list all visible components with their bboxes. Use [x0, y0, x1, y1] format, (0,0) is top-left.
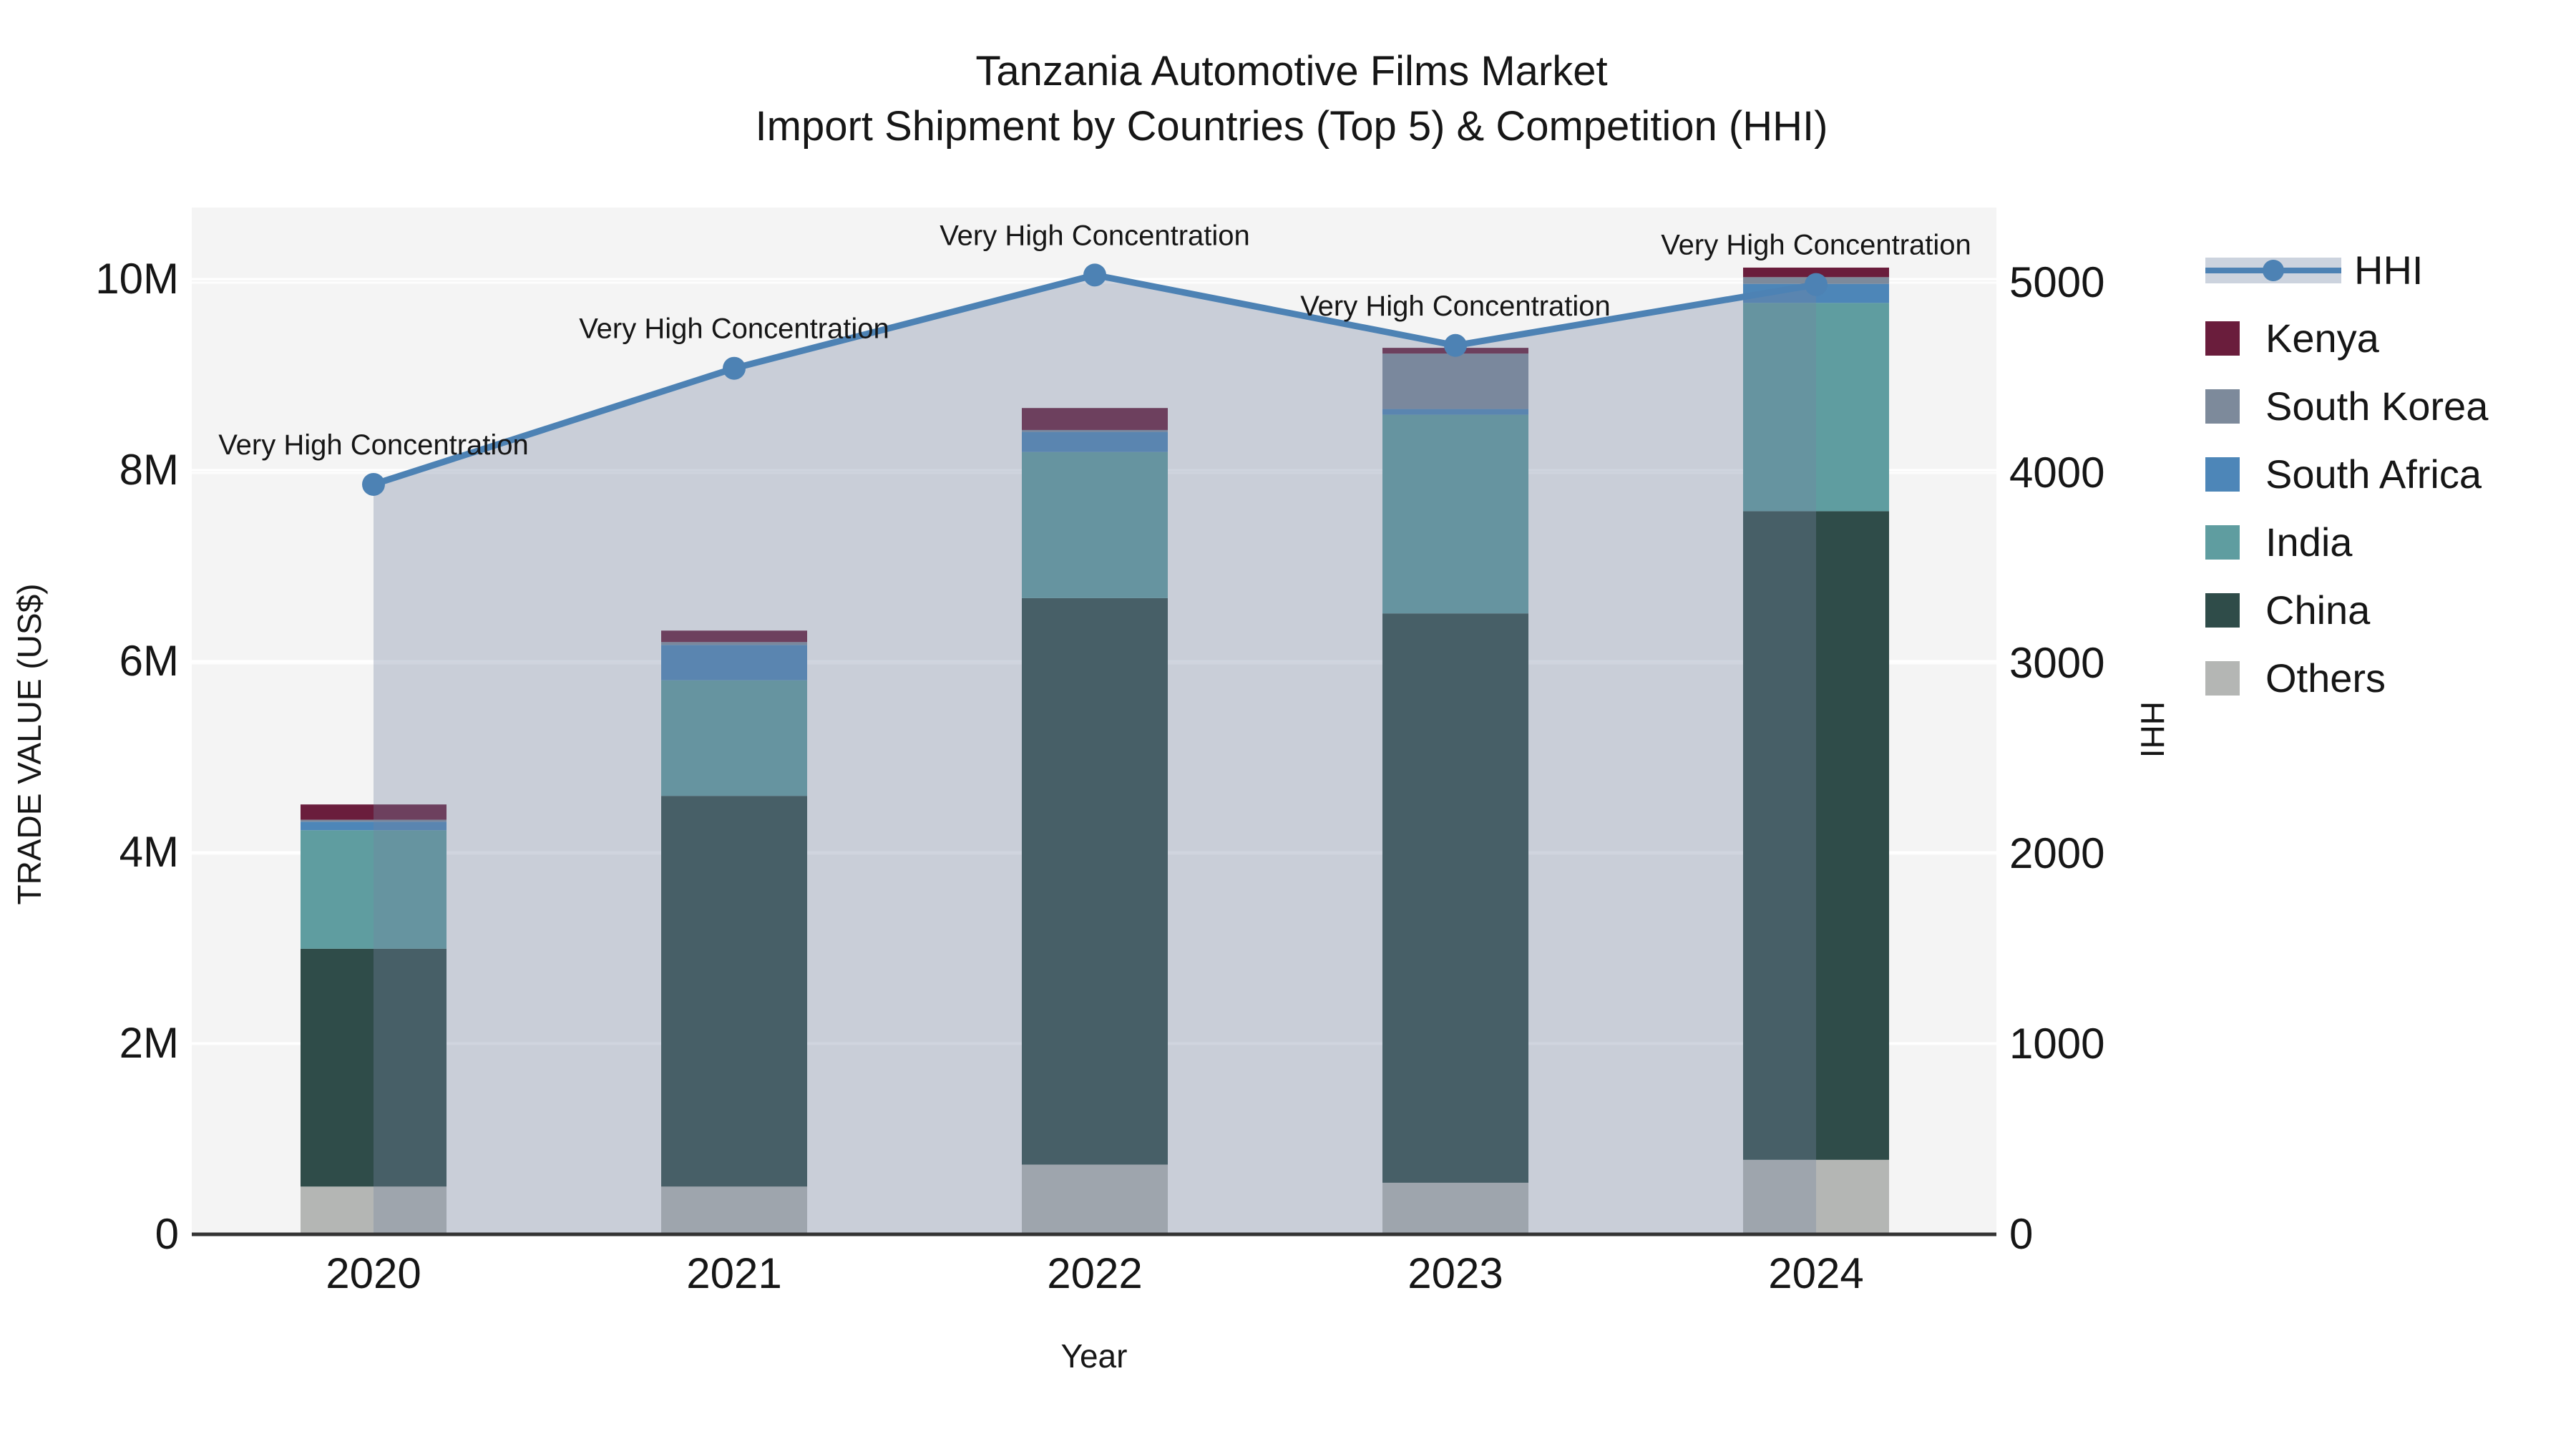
bar-segment-china	[1022, 597, 1168, 1165]
bar-segment-india	[1743, 303, 1889, 512]
legend-item-south-korea: South Korea	[2205, 372, 2488, 440]
annotation-label: Very High Concentration	[1300, 291, 1611, 322]
legend-swatch-icon	[2205, 389, 2240, 424]
y-left-tick-label: 0	[155, 1210, 179, 1258]
chart-legend: HHI Kenya South Korea South Africa India Chin…	[2205, 236, 2488, 712]
bar-segment-china	[1743, 511, 1889, 1160]
bar-segment-india	[1022, 452, 1168, 598]
legend-label: Others	[2265, 655, 2386, 701]
hhi-line-icon	[2205, 256, 2341, 285]
y-left-tick-label: 2M	[119, 1019, 179, 1067]
annotation-label: Very High Concentration	[1661, 230, 1971, 261]
bar-segment-india	[1382, 414, 1528, 614]
chart-title-line2: Import Shipment by Countries (Top 5) & C…	[755, 102, 1828, 150]
y-right-tick-label: 5000	[2009, 258, 2104, 306]
annotation-label: Very High Concentration	[579, 313, 889, 345]
legend-swatch-icon	[2205, 660, 2240, 696]
chart-title-line1: Tanzania Automotive Films Market	[975, 48, 1608, 94]
annotation-label: Very High Concentration	[940, 220, 1250, 251]
bar-segment-china	[1382, 613, 1528, 1183]
bar-segment-china	[661, 796, 807, 1187]
bar-segment-others	[1382, 1182, 1528, 1234]
hhi-marker	[723, 356, 746, 380]
bar-segment-south-africa	[301, 821, 447, 831]
bar-segment-others	[1022, 1164, 1168, 1234]
annotation-label: Very High Concentration	[218, 429, 529, 461]
legend-label: South Africa	[2265, 452, 2482, 497]
bar-segment-south-korea	[1022, 429, 1168, 432]
legend-item-kenya: Kenya	[2205, 304, 2488, 372]
bar-segment-kenya	[1743, 267, 1889, 278]
y-right-tick-label: 4000	[2009, 449, 2104, 497]
y-right-tick-label: 0	[2009, 1210, 2033, 1258]
hhi-marker	[1444, 333, 1467, 357]
legend-item-china: China	[2205, 576, 2488, 644]
bar-segment-south-africa	[1382, 409, 1528, 415]
x-tick-label: 2021	[686, 1249, 781, 1297]
legend-label: China	[2265, 587, 2371, 633]
y-left-tick-label: 10M	[95, 255, 179, 303]
legend-swatch-icon	[2205, 457, 2240, 492]
y-right-tick-label: 3000	[2009, 639, 2104, 687]
y-right-tick-label: 2000	[2009, 829, 2104, 877]
hhi-marker	[362, 472, 385, 496]
legend-item-south-africa: South Africa	[2205, 440, 2488, 508]
legend-swatch-icon	[2205, 321, 2240, 356]
legend-item-hhi: HHI	[2205, 236, 2488, 304]
bar-segment-china	[301, 948, 447, 1187]
y-left-tick-label: 4M	[119, 828, 179, 876]
bar-segment-kenya	[1022, 408, 1168, 430]
y-axis-right-title: HHI	[2134, 701, 2171, 758]
legend-swatch-icon	[2205, 525, 2240, 560]
bar-segment-others	[301, 1186, 447, 1234]
hhi-marker	[1805, 273, 1828, 296]
x-axis-title: Year	[1060, 1337, 1128, 1375]
y-left-tick-label: 6M	[119, 637, 179, 685]
hhi-marker	[1083, 263, 1106, 287]
legend-item-india: India	[2205, 508, 2488, 576]
chart-title: Tanzania Automotive Films Market Import …	[0, 44, 2576, 154]
bar-segment-india	[301, 830, 447, 949]
bar-segment-kenya	[301, 804, 447, 820]
legend-label: India	[2265, 519, 2353, 565]
legend-label: HHI	[2354, 248, 2424, 293]
legend-swatch-icon	[2205, 592, 2240, 628]
bar-segment-kenya	[661, 630, 807, 643]
bar-segment-south-africa	[1022, 431, 1168, 452]
x-tick-label: 2023	[1407, 1249, 1503, 1297]
y-right-tick-label: 1000	[2009, 1020, 2104, 1068]
bar-segment-others	[661, 1186, 807, 1234]
x-tick-label: 2022	[1047, 1249, 1142, 1297]
x-tick-label: 2020	[326, 1249, 421, 1297]
legend-label: South Korea	[2265, 384, 2489, 429]
bar-segment-india	[661, 680, 807, 796]
bar-segment-south-africa	[661, 645, 807, 680]
legend-label: Kenya	[2265, 316, 2379, 361]
bar-segment-others	[1743, 1159, 1889, 1234]
bar-segment-south-korea	[301, 819, 447, 822]
x-tick-label: 2024	[1768, 1249, 1863, 1297]
bar-segment-south-korea	[661, 642, 807, 645]
legend-item-others: Others	[2205, 644, 2488, 712]
hhi-area-fill	[374, 275, 1816, 1234]
y-left-tick-label: 8M	[119, 446, 179, 494]
bar-segment-south-korea	[1382, 353, 1528, 409]
